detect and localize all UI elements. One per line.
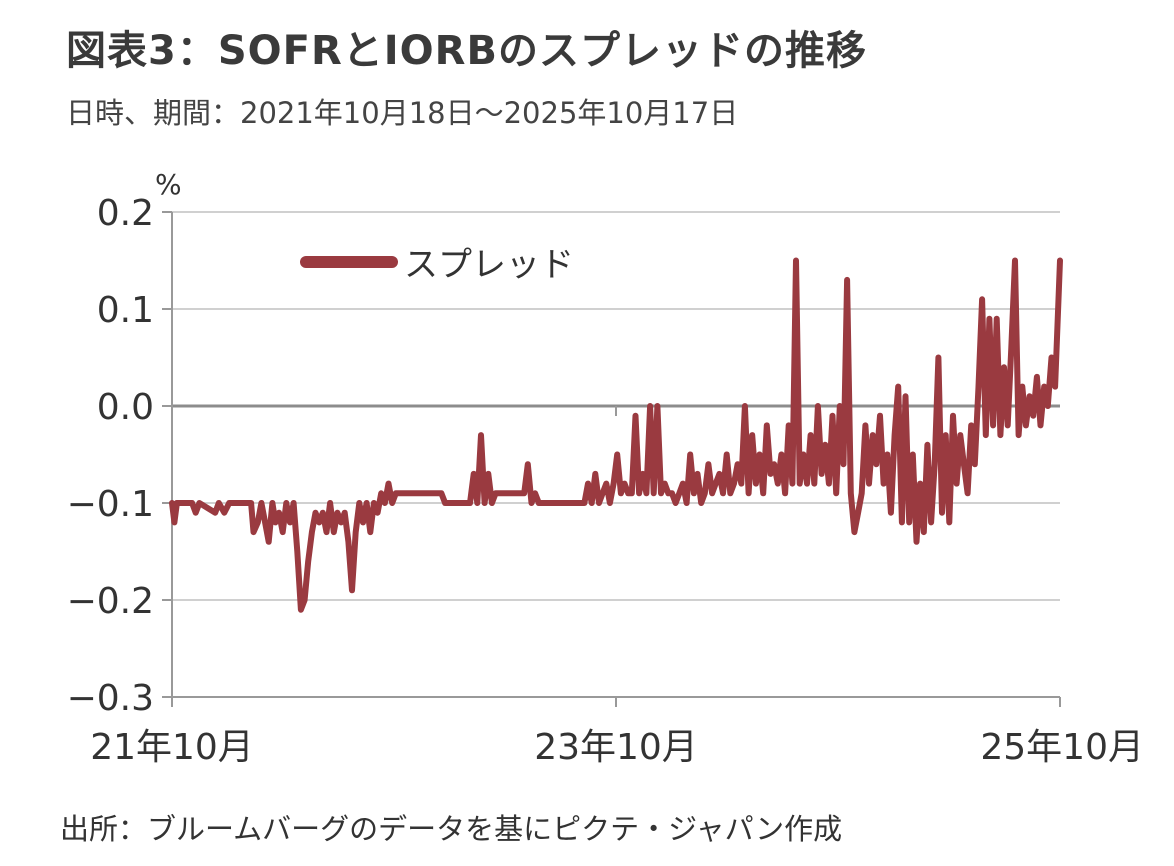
legend-label: スプレッド <box>404 245 574 285</box>
y-tick-label: 0.0 <box>97 387 154 428</box>
y-unit-label: % <box>155 168 182 201</box>
y-tick-label: −0.3 <box>67 678 154 719</box>
chart-title: 図表3：SOFRとIORBのスプレッドの推移 <box>66 28 867 74</box>
series-line <box>169 257 1063 613</box>
y-tick-label: 0.1 <box>97 290 154 331</box>
x-tick-label: 23年10月 <box>534 727 698 768</box>
chart-subtitle: 日時、期間：2021年10月18日～2025年10月17日 <box>66 96 739 130</box>
legend: スプレッド <box>300 245 574 285</box>
axis-ticks: 0.2 0.1 0.0 −0.1 −0.2 −0.3 21年10月 23年10月 25年10月 <box>67 193 1144 768</box>
source-note: 出所：ブルームバーグのデータを基にピクテ・ジャパン作成 <box>60 812 843 846</box>
y-tick-label: −0.1 <box>67 484 154 525</box>
series-layer <box>169 257 1063 613</box>
y-tick-label: −0.2 <box>67 581 154 622</box>
y-tick-label: 0.2 <box>97 193 154 234</box>
x-tick-label: 21年10月 <box>90 727 254 768</box>
x-tick-label: 25年10月 <box>980 727 1144 768</box>
